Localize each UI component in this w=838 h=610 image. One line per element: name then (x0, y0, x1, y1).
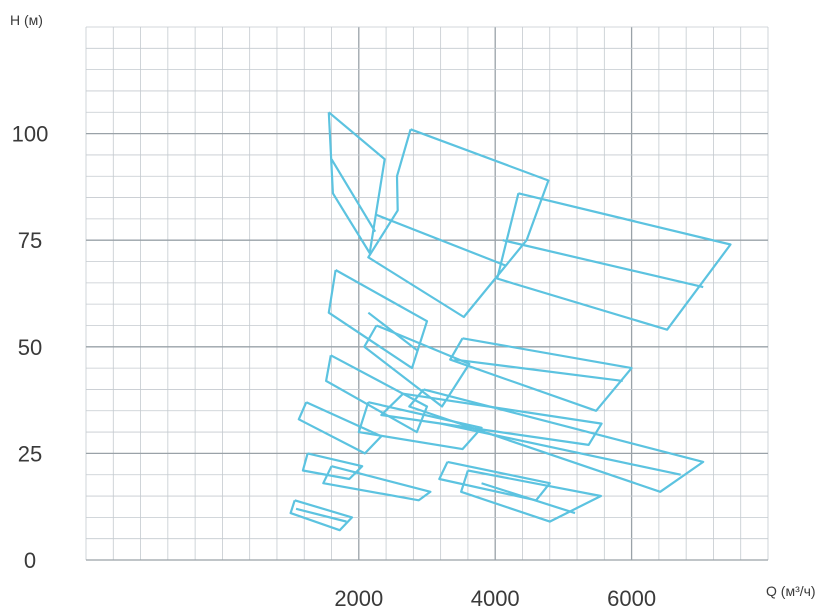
region-16-divider-1 (295, 507, 347, 523)
performance-region-6 (449, 337, 633, 412)
performance-region-15 (460, 469, 602, 523)
y-axis-label: H (м) (10, 12, 43, 28)
performance-region-7 (325, 354, 429, 434)
x-tick-label: 4000 (471, 586, 520, 610)
performance-region-14 (438, 460, 551, 502)
y-tick-label: 0 (24, 548, 36, 573)
tick-labels: 2000 4000 6000 0 25 50 75 100 (12, 122, 656, 610)
performance-region-3 (496, 192, 732, 331)
region-11-divider-1 (440, 422, 681, 476)
x-tick-label: 2000 (334, 586, 383, 610)
y-tick-label: 100 (12, 122, 49, 147)
performance-regions (289, 111, 732, 532)
region-3-divider-1 (502, 239, 704, 289)
performance-region-5 (363, 324, 471, 408)
y-tick-label: 50 (18, 335, 42, 360)
y-tick-label: 25 (18, 441, 42, 466)
performance-region-11 (408, 388, 705, 493)
x-tick-label: 6000 (607, 586, 656, 610)
performance-region-16 (289, 499, 354, 532)
performance-region-4 (327, 269, 429, 370)
region-2-divider-1 (375, 213, 507, 267)
x-axis-label: Q (м³/ч) (766, 583, 816, 599)
region-1-divider-1 (330, 158, 377, 233)
performance-region-13 (322, 465, 432, 502)
region-6-divider-1 (454, 358, 623, 383)
performance-region-2 (367, 128, 550, 319)
performance-region-10 (380, 392, 603, 446)
region-15-divider-1 (481, 482, 576, 515)
performance-region-8 (297, 401, 383, 455)
y-tick-label: 75 (18, 228, 42, 253)
performance-region-12 (301, 452, 364, 481)
